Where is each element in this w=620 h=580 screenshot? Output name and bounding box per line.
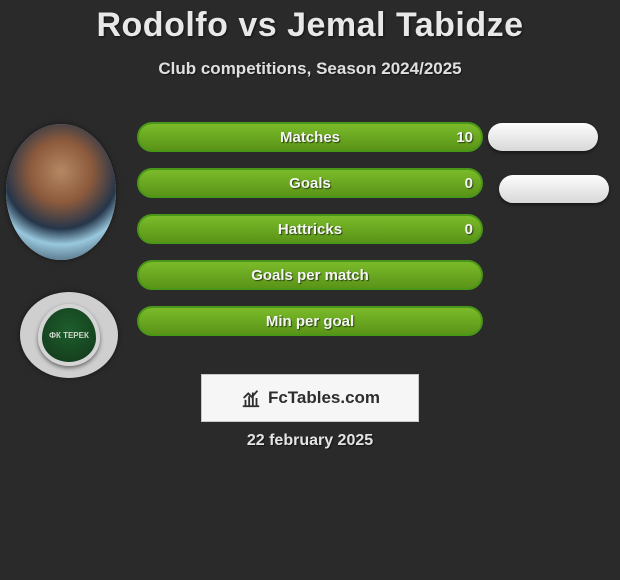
stats-bars: Matches 10 Goals 0 Hattricks 0 Goals per… xyxy=(137,122,483,352)
player-b-avatar: ФК ТЕРЕК xyxy=(20,292,118,378)
stat-bar-a: Hattricks xyxy=(137,214,483,244)
stat-row-hattricks: Hattricks 0 xyxy=(137,214,483,244)
player-a-avatar xyxy=(6,124,116,260)
branding-box: FcTables.com xyxy=(201,374,419,422)
stat-row-goals-per-match: Goals per match xyxy=(137,260,483,290)
stat-pill-b-goals xyxy=(499,175,609,203)
stat-label: Matches xyxy=(280,129,340,146)
club-badge-icon: ФК ТЕРЕК xyxy=(38,304,100,366)
stat-value-a: 10 xyxy=(456,122,473,152)
player-photo-placeholder xyxy=(6,124,116,260)
page-title: Rodolfo vs Jemal Tabidze xyxy=(0,0,620,45)
stat-row-min-per-goal: Min per goal xyxy=(137,306,483,336)
stat-bar-a: Goals per match xyxy=(137,260,483,290)
stat-bar-a: Goals xyxy=(137,168,483,198)
stat-row-matches: Matches 10 xyxy=(137,122,483,152)
page-subtitle: Club competitions, Season 2024/2025 xyxy=(0,59,620,79)
stat-label: Min per goal xyxy=(266,313,354,330)
stat-label: Goals per match xyxy=(251,267,369,284)
stat-row-goals: Goals 0 xyxy=(137,168,483,198)
stat-value-a: 0 xyxy=(465,214,473,244)
stat-label: Goals xyxy=(289,175,331,192)
stat-bar-a: Min per goal xyxy=(137,306,483,336)
date-text: 22 february 2025 xyxy=(0,432,620,450)
stat-pill-b-matches xyxy=(488,123,598,151)
bar-chart-icon xyxy=(240,387,262,409)
branding-text: FcTables.com xyxy=(268,388,380,408)
stat-value-a: 0 xyxy=(465,168,473,198)
stat-label: Hattricks xyxy=(278,221,342,238)
stat-bar-a: Matches xyxy=(137,122,483,152)
